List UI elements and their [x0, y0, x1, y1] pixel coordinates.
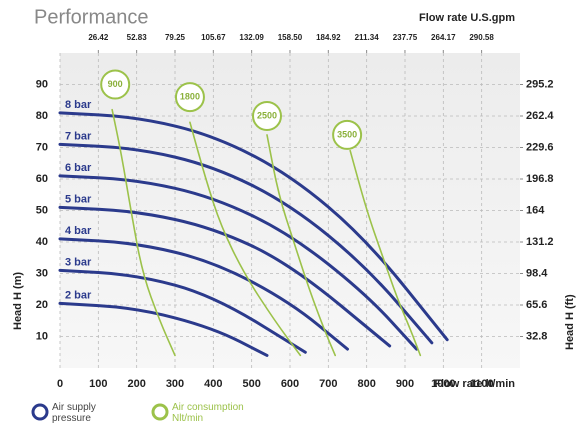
series-label: 3500	[337, 129, 357, 139]
series-label: 2 bar	[65, 289, 92, 301]
x-tick-label: 700	[319, 378, 337, 390]
x2-tick-label: 184.92	[316, 33, 341, 42]
y-tick-label: 80	[36, 110, 48, 122]
pressure-curve	[58, 301, 269, 357]
x2-tick-label: 105.67	[201, 33, 226, 42]
x2-axis-title: Flow rate U.S.gpm	[419, 12, 515, 24]
legend-marker	[151, 403, 169, 421]
y-tick-label: 70	[36, 141, 48, 153]
series-label: 8 bar	[65, 99, 92, 111]
x-tick-label: 1000	[431, 378, 455, 390]
x2-tick-label: 290.58	[469, 33, 494, 42]
y-axis-title: Head H (m)	[12, 272, 24, 330]
pressure-curve	[58, 111, 449, 342]
pressure-curve	[58, 237, 349, 351]
series-label: 6 bar	[65, 162, 92, 174]
y-tick-label: 50	[36, 204, 48, 216]
series-label: 1800	[180, 91, 200, 101]
x2-tick-label: 158.50	[278, 33, 303, 42]
y-tick-label: 30	[36, 267, 48, 279]
x-tick-label: 100	[89, 378, 107, 390]
series-label-badge	[174, 82, 205, 113]
x-tick-label: 300	[166, 378, 184, 390]
y2-tick-label: 262.4	[526, 110, 554, 122]
y2-tick-label: 98.4	[526, 267, 548, 279]
series-label: 3 bar	[65, 256, 92, 268]
pressure-curve	[58, 205, 392, 348]
consumption-curve	[189, 121, 302, 357]
y2-tick-label: 196.8	[526, 173, 554, 185]
series-label-badge	[252, 101, 282, 131]
y-tick-label: 60	[36, 173, 48, 185]
pressure-curve	[58, 174, 418, 351]
legend-label: Air supply pressure	[52, 402, 96, 424]
x-tick-label: 0	[57, 378, 63, 390]
series-label: 4 bar	[65, 225, 92, 237]
x-tick-label: 1100	[470, 378, 494, 390]
y2-tick-label: 131.2	[526, 236, 554, 248]
series-label-badge	[332, 119, 363, 150]
x2-tick-label: 26.42	[88, 33, 109, 42]
y-tick-label: 10	[36, 330, 48, 342]
y-tick-label: 90	[36, 78, 48, 90]
series-label: 7 bar	[65, 130, 92, 142]
series-label: 2500	[257, 110, 277, 120]
legend-label: Air consumption Nlt/min	[172, 402, 244, 424]
x2-tick-label: 52.83	[127, 33, 148, 42]
x-tick-label: 800	[357, 378, 375, 390]
y2-tick-label: 32.8	[526, 330, 547, 342]
legend-marker	[31, 403, 49, 421]
consumption-curve	[111, 108, 176, 357]
x-axis-title: Flow rate lt/min	[434, 378, 515, 390]
consumption-curve	[349, 149, 422, 357]
series-label-badge	[100, 69, 131, 100]
x-tick-label: 400	[204, 378, 222, 390]
series-label: 5 bar	[65, 193, 92, 205]
consumption-curve	[266, 134, 337, 357]
x-tick-label: 500	[242, 378, 260, 390]
series-label: 900	[108, 79, 123, 89]
x2-tick-label: 79.25	[165, 33, 186, 42]
x-tick-label: 200	[127, 378, 145, 390]
y-tick-label: 40	[36, 236, 48, 248]
y2-tick-label: 164	[526, 204, 545, 216]
x2-tick-label: 237.75	[393, 33, 418, 42]
x-tick-label: 600	[281, 378, 299, 390]
x2-tick-label: 211.34	[355, 33, 380, 42]
pressure-curve	[58, 142, 434, 345]
chart-title: Performance	[34, 6, 149, 28]
y2-tick-label: 229.6	[526, 141, 554, 153]
y2-tick-label: 295.2	[526, 78, 554, 90]
y-tick-label: 20	[36, 299, 48, 311]
x2-tick-label: 264.17	[431, 33, 456, 42]
y2-tick-label: 65.6	[526, 299, 547, 311]
pressure-curve	[58, 268, 307, 354]
y2-axis-title: Head H (ft)	[564, 294, 576, 350]
x2-tick-label: 132.09	[239, 33, 264, 42]
x-tick-label: 900	[396, 378, 414, 390]
